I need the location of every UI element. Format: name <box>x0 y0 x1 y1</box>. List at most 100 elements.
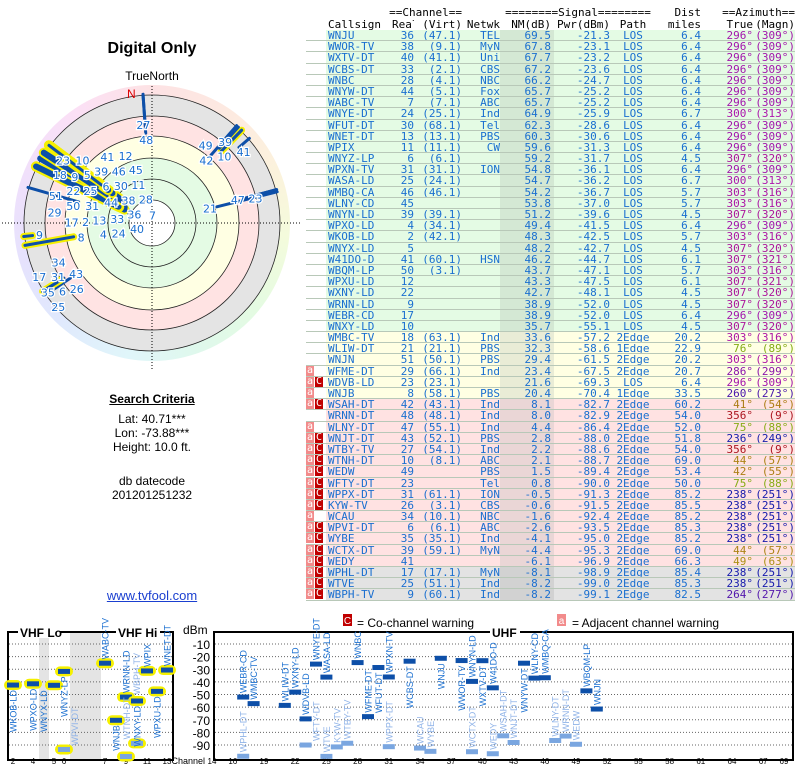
station-marker[interactable] <box>330 744 343 750</box>
station-marker[interactable] <box>382 744 395 750</box>
col-true[interactable]: True <box>726 18 754 30</box>
station-marker[interactable] <box>110 717 122 723</box>
station-marker[interactable] <box>299 716 312 722</box>
station-marker[interactable] <box>320 674 333 680</box>
callsign[interactable]: WBQM-LP <box>328 264 375 276</box>
table-row[interactable]: a C WTNH-DT 10 (8.1) ABC 2.1 -88.7 2Edge 69.0 44°(… <box>306 455 795 467</box>
station-marker[interactable] <box>570 741 582 747</box>
table-row[interactable]: a C KYW-TV 26 (3.1) CBS -0.6 -91.5 2Edge 85.5 238°… <box>306 499 795 512</box>
table-row[interactable]: WLNY-CD 45 53.8 -37.0 LOS 5.7 303° (316°) <box>306 197 795 209</box>
callsign[interactable]: WNBC <box>328 74 355 85</box>
callsign[interactable]: WPXO-LD <box>328 220 375 231</box>
station-marker[interactable] <box>518 660 530 666</box>
callsign[interactable]: WLNY-CD <box>328 197 375 208</box>
station-marker[interactable] <box>528 675 541 681</box>
station-marker[interactable] <box>497 733 510 739</box>
station-marker[interactable] <box>538 675 551 681</box>
callsign[interactable]: WFUT-DT <box>328 119 375 130</box>
station-marker[interactable] <box>434 655 447 661</box>
station-marker[interactable] <box>590 706 603 712</box>
table-row[interactable]: WASA-LD 25 (24.1) 54.7 -36.2 LOS 6.7 300° (313°) <box>306 175 795 187</box>
table-row[interactable]: a C WPPX-DT 31 (61.1) ION -0.5 -91.3 2Edge 85.2 23… <box>306 488 795 500</box>
table-row[interactable]: a WCAU 34 (10.1) NBC -1.6 -92.4 2Edge 85.2 238° (2… <box>306 511 795 523</box>
station-marker[interactable] <box>341 740 354 746</box>
table-row[interactable]: a C WBPH-TV 9 (60.1) Ind -8.2 -99.1 2Edge 82.5 264… <box>306 589 795 601</box>
table-row[interactable]: WPXN-TV 31 (31.1) ION 54.8 -36.1 LOS 6.4 296° (30… <box>306 164 795 176</box>
callsign[interactable]: WNJU <box>328 30 355 41</box>
station-marker[interactable] <box>120 754 132 760</box>
callsign[interactable]: WNYZ-LP <box>328 153 375 164</box>
callsign[interactable]: WSAH-DT <box>328 399 375 410</box>
col-callsign[interactable]: Callsign <box>328 18 381 30</box>
station-marker[interactable] <box>131 698 143 704</box>
table-row[interactable]: a WLNY-DT 47 (55.1) Ind 4.4 -86.4 2Edge 52.0 75° (… <box>306 421 795 433</box>
station-marker[interactable] <box>549 737 562 743</box>
table-row[interactable]: WKOB-LD 2 (42.1) 48.3 -42.5 LOS 5.7 303° (316°) <box>306 231 795 243</box>
station-marker[interactable] <box>99 660 111 666</box>
station-marker[interactable] <box>7 682 19 688</box>
callsign[interactable]: WDVB-LD <box>328 376 375 387</box>
callsign[interactable]: WNXY-LD <box>328 320 375 332</box>
callsign[interactable]: WCTX-DT <box>328 544 375 555</box>
table-row[interactable]: W41DO-D 41 (60.1) HSN 46.2 -44.7 LOS 6.1 307° (32… <box>306 253 795 265</box>
table-row[interactable]: WXNY-LD 22 42.7 -48.1 LOS 4.5 307° (320°) <box>306 287 795 299</box>
table-row[interactable]: a C WDVB-LD 23 (23.1) 21.6 -69.3 LOS 6.4 296° (309… <box>306 376 795 388</box>
callsign[interactable]: WNYN-LD <box>328 209 375 220</box>
table-row[interactable]: WNJN 51 (50.1) PBS 29.4 -61.5 2Edge 20.2 303° (31… <box>306 354 795 366</box>
callsign[interactable]: WPIX <box>328 141 355 153</box>
table-row[interactable]: WNET-DT 13 (13.1) PBS 60.3 -30.6 LOS 6.4 296° (30… <box>306 130 795 142</box>
table-row[interactable]: WNJU 36 (47.1) TEL 69.5 -21.3 LOS 6.4 296° (309°) <box>306 30 795 42</box>
col-virt[interactable]: (Virt) <box>422 18 462 30</box>
callsign[interactable]: WEBR-CD <box>328 309 375 320</box>
callsign[interactable]: WNJN <box>328 354 355 365</box>
station-marker[interactable] <box>486 685 499 691</box>
station-marker[interactable] <box>141 668 153 674</box>
station-marker[interactable] <box>580 688 593 694</box>
table-row[interactable]: a C WCTX-DT 39 (59.1) MyN -4.4 -95.3 2Edge 69.0 44… <box>306 544 795 556</box>
table-row[interactable]: WNYE-DT 24 (25.1) Ind 64.9 -25.9 LOS 6.7 300° (31… <box>306 108 795 120</box>
station-marker[interactable] <box>486 751 499 757</box>
table-row[interactable]: WEBR-CD 17 38.9 -52.0 LOS 6.4 296° (309°) <box>306 309 795 321</box>
callsign[interactable]: WXNY-LD <box>328 287 375 298</box>
table-row[interactable]: WPXO-LD 4 (34.1) 49.4 -41.5 LOS 6.4 296° (309°) <box>306 220 795 232</box>
callsign[interactable]: WASA-LD <box>328 175 375 186</box>
station-marker[interactable] <box>58 746 70 752</box>
table-row[interactable]: WXTV-DT 40 (41.1) Uni 67.7 -23.2 LOS 6.4 296° (30… <box>306 52 795 64</box>
col-path[interactable]: Path <box>619 18 647 30</box>
station-marker[interactable] <box>466 749 478 755</box>
callsign[interactable]: WNJB <box>328 388 355 399</box>
callsign[interactable]: WWOR-TV <box>328 41 375 52</box>
station-marker[interactable] <box>507 740 520 745</box>
callsign[interactable]: WBPH-TV <box>328 589 375 600</box>
station-marker[interactable] <box>559 733 572 739</box>
callsign[interactable]: WTBY-TV <box>328 443 375 455</box>
table-row[interactable]: a C WSAH-DT 42 (43.1) Ind 8.1 -82.7 2Edge 60.2 41°… <box>306 399 795 411</box>
station-marker[interactable] <box>466 678 478 684</box>
col-real[interactable]: Real <box>392 18 414 30</box>
table-row[interactable]: a WNJB 8 (58.1) PBS 20.4 -70.4 1Edge 33.5 260° (27… <box>306 388 795 400</box>
table-row[interactable]: a C WFTY-DT 23 Tel 0.8 -90.0 2Edge 50.0 75° (88°) <box>306 477 795 489</box>
station-marker[interactable] <box>403 658 416 664</box>
callsign[interactable]: WNET-DT <box>328 130 375 141</box>
callsign[interactable]: W41DO-D <box>328 253 375 264</box>
callsign[interactable]: WMBC-TV <box>328 332 375 343</box>
station-marker[interactable] <box>27 681 39 687</box>
station-marker[interactable] <box>476 658 489 664</box>
table-row[interactable]: a C WPVI-DT 6 (6.1) ABC -2.6 -93.5 2Edge 85.3 238°… <box>306 522 795 534</box>
col-magn[interactable]: (Magn) <box>755 18 795 30</box>
callsign[interactable]: WFTY-DT <box>328 477 375 488</box>
callsign[interactable]: WCBS-DT <box>328 63 375 74</box>
table-row[interactable]: a C WYBE 35 (35.1) Ind -4.1 -95.0 2Edge 85.2 238°(… <box>306 533 795 545</box>
table-row[interactable]: WMBQ-CA 46 (46.1) 54.2 -36.7 LOS 5.7 303° (316°) <box>306 186 795 198</box>
callsign[interactable]: WEDW <box>328 466 355 477</box>
table-row[interactable]: a C WTVE 25 (51.1) Ind -8.2 -99.0 2Edge 85.3 238°(… <box>306 578 795 590</box>
callsign[interactable]: WNYX-LD <box>328 242 375 253</box>
callsign[interactable]: KYW-TV <box>328 499 368 511</box>
callsign[interactable]: WYBE <box>328 533 355 544</box>
station-marker[interactable] <box>362 714 374 720</box>
col-netwk[interactable]: Netwk <box>466 18 500 30</box>
station-marker[interactable] <box>289 689 302 695</box>
callsign[interactable]: WPPX-DT <box>328 488 375 499</box>
table-row[interactable]: WFUT-DT 30 (68.1) Tel 62.3 -28.6 LOS 6.4 296° (30… <box>306 119 795 131</box>
station-marker[interactable] <box>247 701 260 707</box>
